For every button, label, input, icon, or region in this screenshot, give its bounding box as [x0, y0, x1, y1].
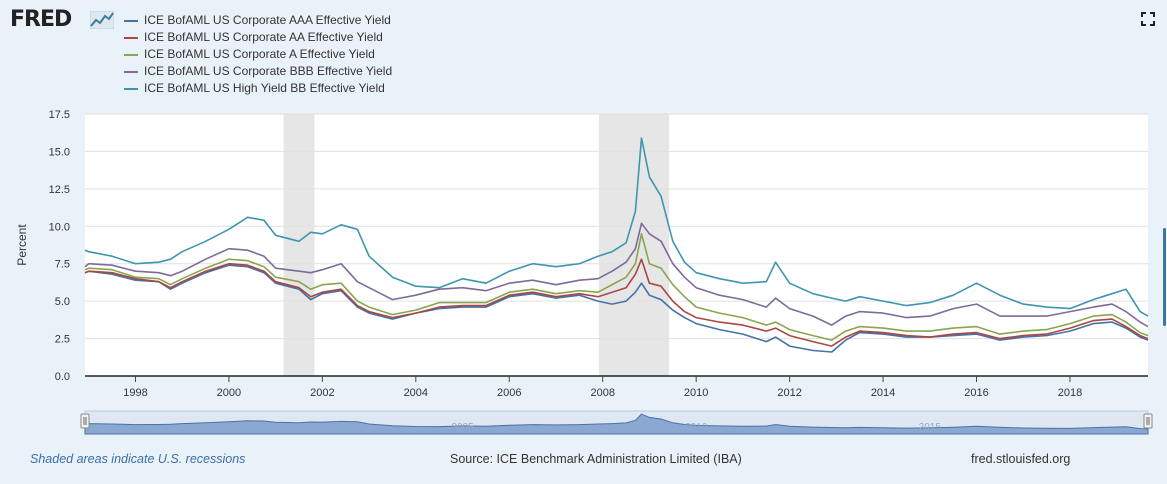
legend-swatch — [124, 19, 138, 22]
legend: ICE BofAML US Corporate AAA Effective Yi… — [124, 12, 392, 97]
legend-item-bbb[interactable]: ICE BofAML US Corporate BBB Effective Yi… — [124, 63, 392, 80]
y-tick-label: 15.0 — [49, 146, 70, 158]
x-tick-label: 2000 — [217, 387, 241, 399]
x-tick-label: 2008 — [590, 387, 614, 399]
legend-item-a[interactable]: ICE BofAML US Corporate A Effective Yiel… — [124, 46, 392, 63]
navigator-label: 2000 — [218, 422, 241, 433]
x-tick-label: 2002 — [310, 387, 334, 399]
x-tick-label: 2010 — [684, 387, 708, 399]
page-scrollbar[interactable] — [1163, 228, 1166, 326]
legend-label: ICE BofAML US Corporate A Effective Yiel… — [144, 47, 375, 61]
x-tick-label: 2018 — [1058, 387, 1082, 399]
x-tick-label: 2016 — [964, 387, 988, 399]
x-tick-label: 2012 — [777, 387, 801, 399]
recession-band — [598, 114, 670, 376]
y-tick-label: 7.5 — [55, 259, 70, 271]
y-tick-label: 5.0 — [55, 296, 70, 308]
y-tick-label: 12.5 — [49, 184, 70, 196]
y-tick-label: 10.0 — [49, 221, 70, 233]
series-line-bb — [84, 137, 1149, 317]
navigator-label: 2005 — [451, 422, 474, 433]
series-line-bbb — [84, 222, 1149, 328]
x-tick-label: 2006 — [497, 387, 521, 399]
legend-swatch — [124, 87, 138, 90]
series-line-aa — [84, 258, 1149, 347]
navigator-label: 2010 — [685, 422, 708, 433]
x-tick-label: 1998 — [123, 387, 147, 399]
x-tick-label: 2014 — [871, 387, 895, 399]
legend-item-aa[interactable]: ICE BofAML US Corporate AA Effective Yie… — [124, 29, 392, 46]
legend-item-bb[interactable]: ICE BofAML US High Yield BB Effective Yi… — [124, 80, 392, 97]
legend-label: ICE BofAML US Corporate AAA Effective Yi… — [144, 13, 391, 27]
legend-label: ICE BofAML US High Yield BB Effective Yi… — [144, 81, 385, 95]
site-link[interactable]: fred.stlouisfed.org — [971, 452, 1071, 466]
legend-swatch — [124, 53, 138, 56]
fred-logo[interactable]: FRED — [10, 7, 72, 32]
recession-band — [283, 114, 315, 376]
line-graph-icon — [90, 11, 114, 29]
legend-swatch — [124, 70, 138, 73]
series-line-aaa — [84, 264, 1149, 353]
legend-label: ICE BofAML US Corporate BBB Effective Yi… — [144, 64, 393, 78]
y-tick-label: 2.5 — [55, 334, 70, 346]
x-tick-label: 2004 — [404, 387, 428, 399]
source-note: Source: ICE Benchmark Administration Lim… — [450, 452, 742, 466]
navigator-handle-right[interactable] — [1143, 413, 1153, 429]
series-line-a — [84, 233, 1149, 341]
legend-swatch — [124, 36, 138, 39]
line-chart: 0.0 2.5 5.0 7.5 10.0 12.5 15.0 17.5 Percent 1998 2… — [15, 109, 1153, 435]
navigator-label: 2015 — [919, 422, 942, 433]
navigator-series — [84, 413, 1149, 435]
y-axis-label: Percent — [15, 224, 29, 266]
navigator-handle-left[interactable] — [80, 413, 90, 429]
legend-label: ICE BofAML US Corporate AA Effective Yie… — [144, 30, 383, 44]
recession-note: Shaded areas indicate U.S. recessions — [30, 452, 246, 466]
fullscreen-icon[interactable] — [1141, 12, 1155, 26]
legend-item-aaa[interactable]: ICE BofAML US Corporate AAA Effective Yi… — [124, 12, 392, 29]
y-tick-label: 0.0 — [55, 371, 70, 383]
y-tick-label: 17.5 — [49, 109, 70, 121]
